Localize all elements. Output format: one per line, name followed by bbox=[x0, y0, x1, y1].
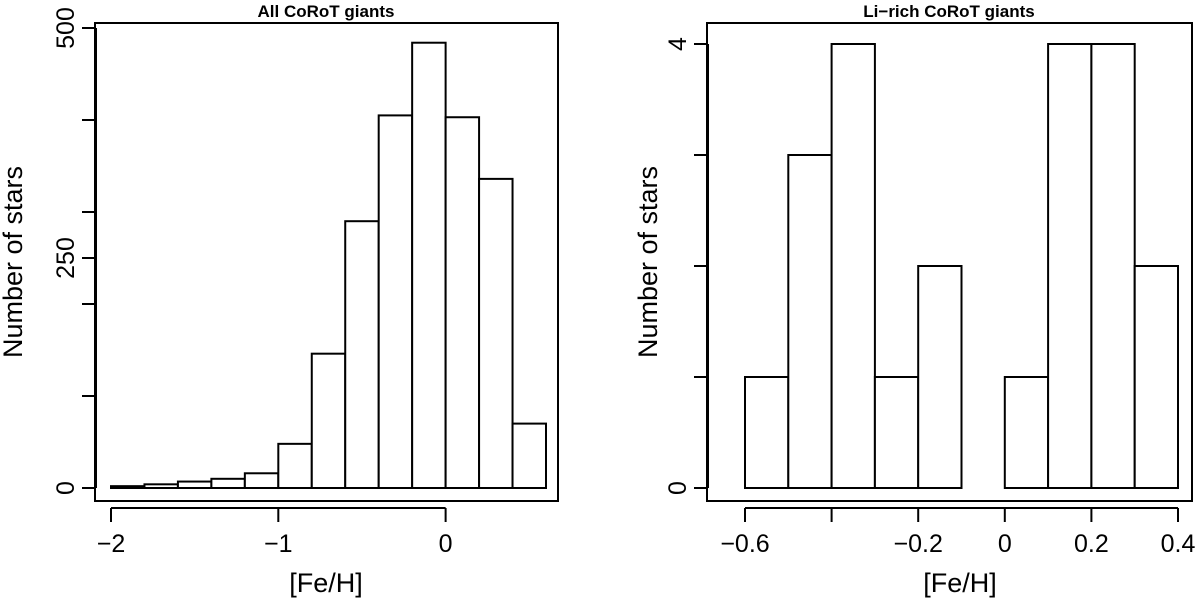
histogram-li-rich-corot-giants: Li−rich CoRoT giants [Fe/H] Number of st… bbox=[633, 2, 1195, 598]
y-tick-label: 4 bbox=[664, 37, 692, 51]
y-axis: 04 bbox=[664, 37, 709, 495]
chart-title: Li−rich CoRoT giants bbox=[863, 2, 1034, 21]
y-axis-label: Number of stars bbox=[633, 166, 663, 358]
bar-5 bbox=[277, 442, 313, 489]
bar-9 bbox=[1133, 265, 1179, 489]
bar-8 bbox=[377, 114, 414, 490]
bar-12 bbox=[511, 422, 547, 490]
x-tick-label: −1 bbox=[264, 530, 293, 558]
bar-6 bbox=[310, 352, 347, 489]
bar-0 bbox=[744, 376, 790, 489]
x-tick-label: 0.4 bbox=[1161, 530, 1196, 558]
x-axis: −2 −1 0 bbox=[97, 507, 453, 558]
x-axis: −0.6 −0.2 0 0.2 0.4 bbox=[720, 507, 1196, 558]
bar-11 bbox=[478, 177, 514, 489]
chart-title: All CoRoT giants bbox=[258, 2, 395, 21]
x-tick-label: −2 bbox=[97, 530, 126, 558]
bar-2 bbox=[176, 480, 213, 489]
y-tick-label: 0 bbox=[52, 481, 80, 495]
x-tick-label: 0 bbox=[439, 530, 453, 558]
bar-10 bbox=[444, 116, 481, 490]
y-tick-label: 0 bbox=[664, 481, 692, 495]
x-axis-label: [Fe/H] bbox=[289, 568, 363, 598]
bar-8 bbox=[1090, 43, 1136, 489]
x-tick-label: 0.2 bbox=[1074, 530, 1109, 558]
y-axis-label: Number of stars bbox=[0, 166, 28, 358]
bar-9 bbox=[411, 41, 447, 489]
histogram-all-corot-giants: All CoRoT giants [Fe/H] Number of stars … bbox=[0, 2, 559, 598]
bar-4 bbox=[917, 265, 963, 489]
bars bbox=[110, 41, 547, 490]
bar-7 bbox=[344, 220, 380, 489]
bar-0 bbox=[110, 485, 146, 490]
bar-4 bbox=[243, 472, 280, 489]
bar-1 bbox=[787, 154, 833, 489]
x-tick-label: 0 bbox=[998, 530, 1012, 558]
y-tick-label: 500 bbox=[52, 7, 80, 49]
x-tick-label: −0.2 bbox=[894, 530, 943, 558]
bar-7 bbox=[1047, 43, 1093, 489]
bar-2 bbox=[830, 43, 876, 489]
bar-3 bbox=[210, 477, 246, 489]
x-axis-label: [Fe/H] bbox=[923, 568, 997, 598]
y-tick-label: 250 bbox=[52, 237, 80, 279]
bar-1 bbox=[143, 483, 179, 490]
bars bbox=[744, 43, 1179, 489]
x-tick-label: −0.6 bbox=[720, 530, 769, 558]
bar-3 bbox=[873, 376, 920, 489]
bar-6 bbox=[1003, 376, 1050, 489]
y-axis: 0 250 500 bbox=[52, 7, 97, 495]
